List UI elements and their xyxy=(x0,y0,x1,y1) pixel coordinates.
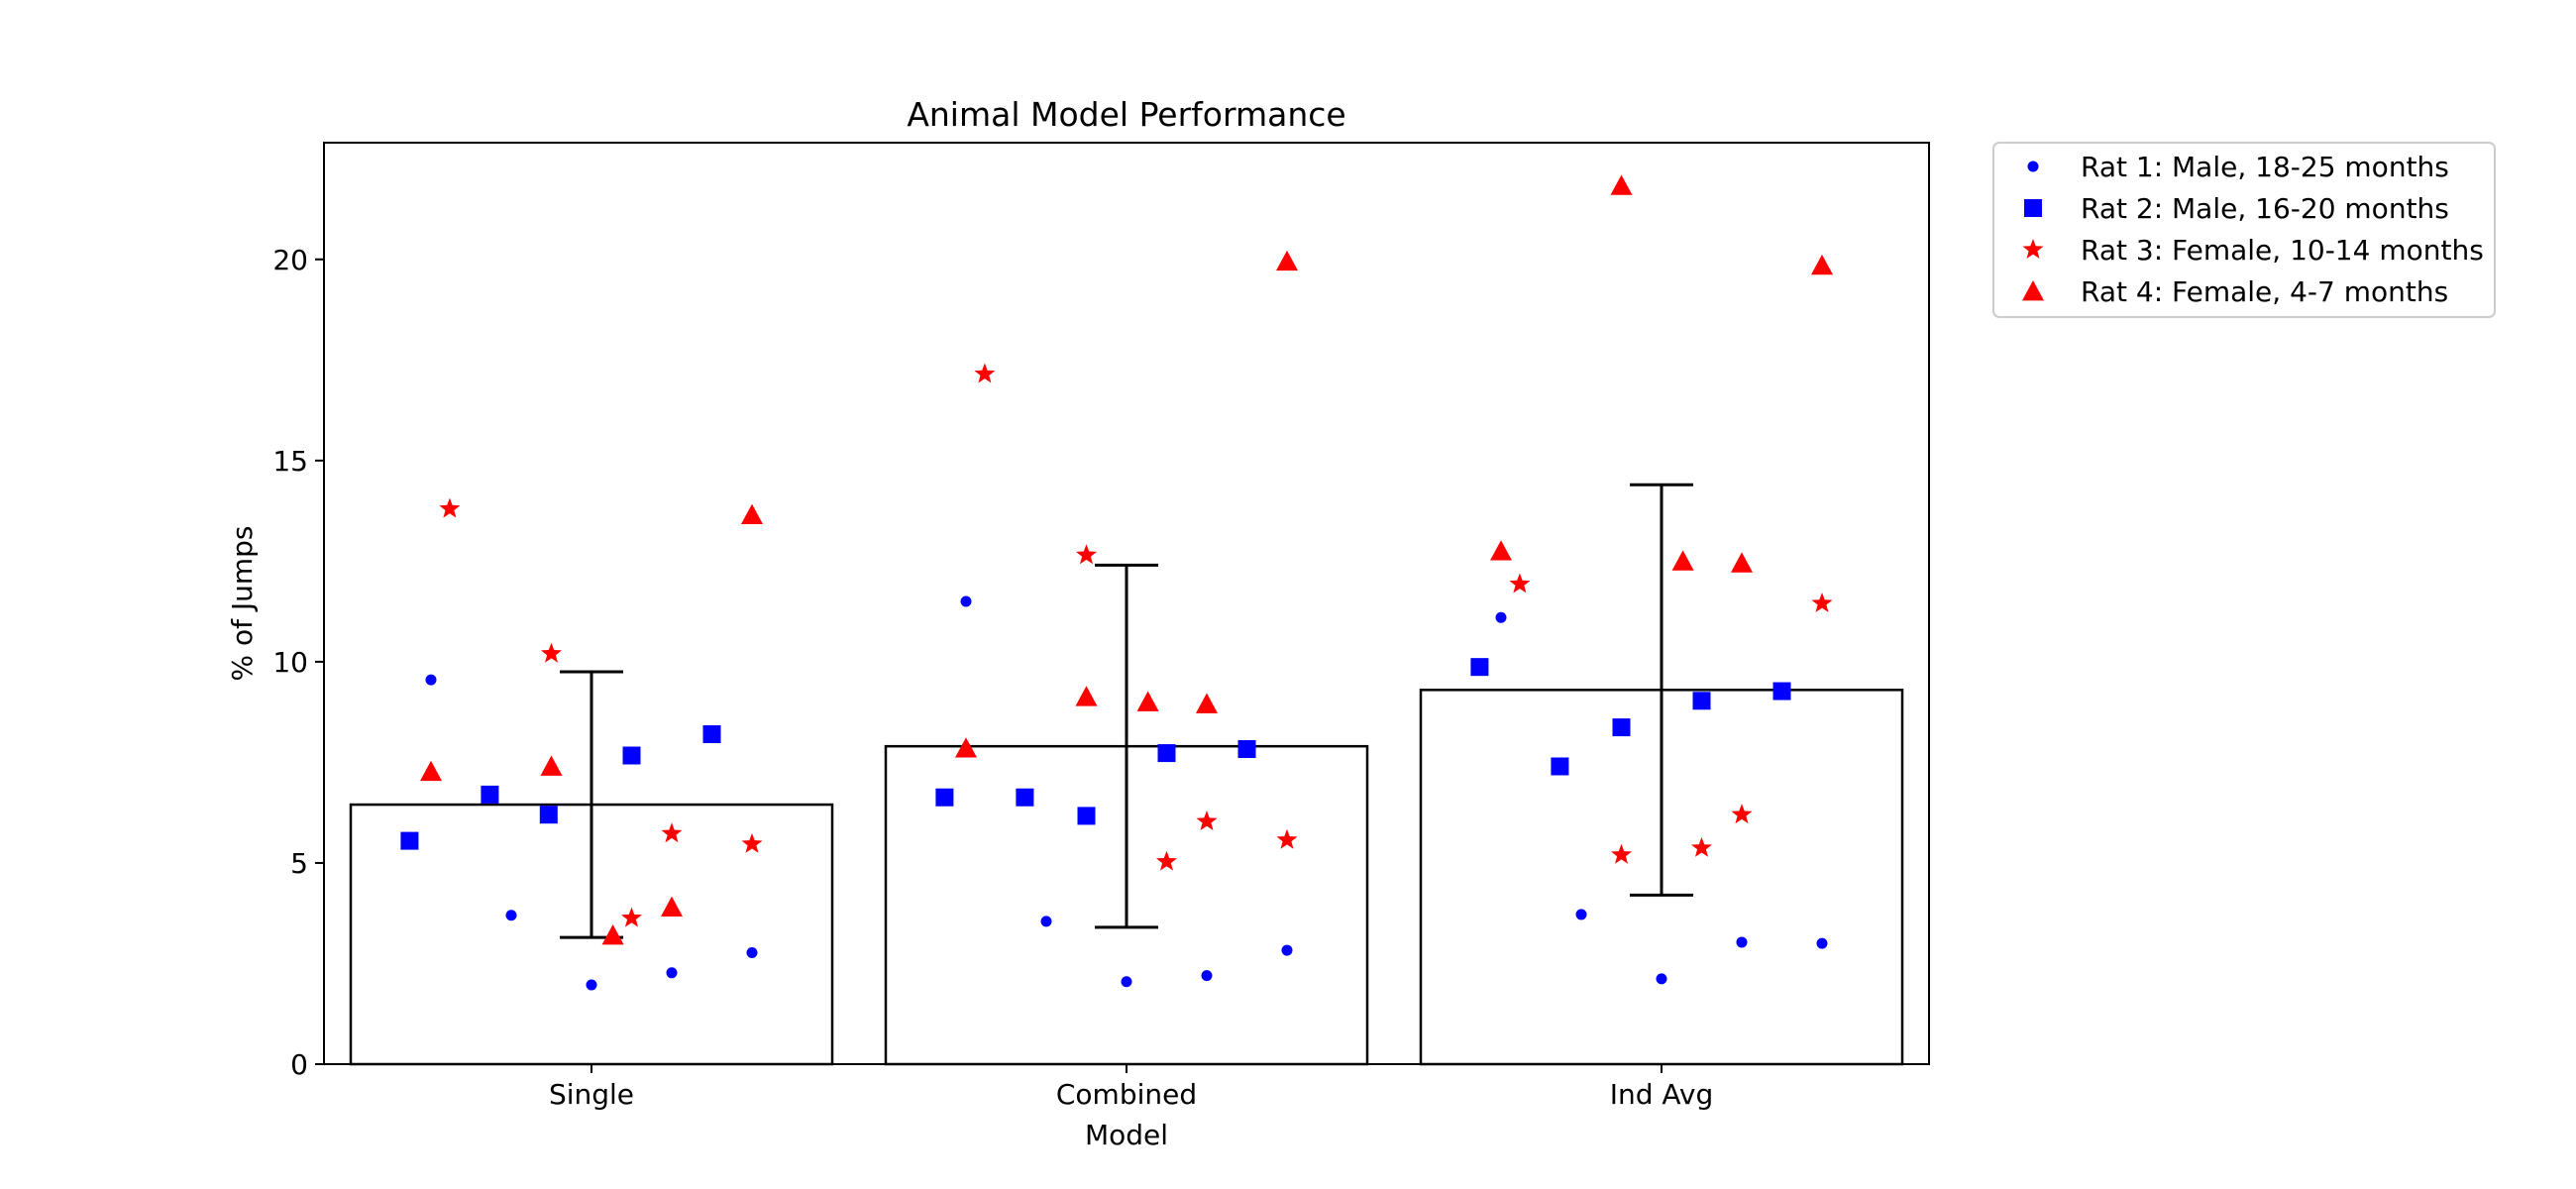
data-point xyxy=(1671,550,1694,571)
data-point xyxy=(1121,976,1132,988)
data-point xyxy=(1196,811,1218,830)
data-point xyxy=(746,947,758,959)
x-tick-label: Ind Avg xyxy=(1610,1078,1714,1111)
data-point xyxy=(586,979,597,991)
data-point xyxy=(621,907,642,927)
legend-entry: Rat 1: Male, 18-25 months xyxy=(2027,151,2449,183)
data-point xyxy=(541,642,562,663)
legend: Rat 1: Male, 18-25 months Rat 2: Male, 16… xyxy=(1992,142,2496,318)
data-point xyxy=(1736,936,1748,948)
data-point xyxy=(1490,540,1512,561)
data-point xyxy=(666,967,678,979)
y-tick-label: 15 xyxy=(272,445,308,478)
data-point xyxy=(960,595,972,607)
legend-marker xyxy=(2027,161,2039,172)
data-point xyxy=(1201,970,1213,982)
legend-frame xyxy=(1992,142,2496,318)
chart-title: Animal Model Performance xyxy=(907,95,1345,134)
legend-entry: Rat 3: Female, 10-14 months xyxy=(2022,234,2484,267)
data-point xyxy=(1495,611,1507,623)
data-point xyxy=(1040,916,1052,927)
series-1 xyxy=(425,595,1828,991)
data-point xyxy=(1276,250,1298,271)
data-point xyxy=(540,755,563,776)
data-point xyxy=(741,832,763,853)
legend-entry: Rat 2: Male, 16-20 months xyxy=(2024,192,2449,225)
data-point xyxy=(974,363,996,383)
data-point xyxy=(1276,828,1298,849)
data-point xyxy=(661,822,683,843)
data-point xyxy=(505,910,517,921)
legend-marker xyxy=(2022,280,2044,301)
data-point xyxy=(1075,686,1098,706)
x-axis-label: Model xyxy=(1085,1119,1168,1151)
legend-label: Rat 3: Female, 10-14 months xyxy=(2081,234,2484,267)
data-point xyxy=(1610,174,1633,195)
series-3 xyxy=(439,363,1833,927)
data-point xyxy=(1281,944,1293,956)
data-point xyxy=(955,737,977,758)
data-point xyxy=(1611,843,1632,864)
data-point xyxy=(1551,757,1569,776)
data-point xyxy=(1811,593,1833,612)
y-tick-label: 10 xyxy=(272,646,308,679)
data-point xyxy=(420,760,442,782)
data-point xyxy=(1656,973,1667,985)
error-bar xyxy=(1095,563,1158,929)
series-2 xyxy=(400,658,1791,850)
error-bar xyxy=(1630,483,1693,897)
data-point xyxy=(539,806,558,824)
series-4 xyxy=(420,174,1833,945)
data-point xyxy=(622,746,641,765)
data-point xyxy=(1692,692,1711,710)
y-tick-label: 20 xyxy=(272,244,308,276)
data-point xyxy=(1816,937,1828,949)
data-point xyxy=(601,924,624,945)
legend-entry: Rat 4: Female, 4-7 months xyxy=(2022,275,2448,308)
legend-label: Rat 1: Male, 18-25 months xyxy=(2081,151,2449,183)
data-point xyxy=(1731,552,1753,573)
data-point xyxy=(1811,254,1833,275)
data-point xyxy=(1772,682,1791,701)
data-point xyxy=(935,788,954,807)
data-point xyxy=(1731,804,1753,824)
legend-label: Rat 4: Female, 4-7 months xyxy=(2081,275,2448,308)
data-point xyxy=(1156,850,1177,871)
data-point xyxy=(481,785,499,804)
y-tick-label: 0 xyxy=(290,1048,308,1081)
data-point xyxy=(1691,836,1712,857)
data-point xyxy=(1136,691,1159,711)
x-tick-label: Single xyxy=(549,1078,634,1111)
data-point xyxy=(1016,788,1034,807)
data-point xyxy=(1157,744,1176,763)
data-point xyxy=(661,896,683,917)
data-point xyxy=(1237,740,1256,759)
data-point xyxy=(702,724,721,743)
legend-marker xyxy=(2022,239,2044,259)
data-point xyxy=(1077,807,1096,825)
data-point xyxy=(400,831,419,850)
data-point xyxy=(425,674,437,686)
data-point xyxy=(741,503,763,525)
legend-marker xyxy=(2024,199,2042,217)
data-point xyxy=(1612,718,1631,737)
legend-label: Rat 2: Male, 16-20 months xyxy=(2081,192,2449,225)
data-point xyxy=(1509,573,1531,594)
data-point xyxy=(1196,693,1218,713)
y-tick-label: 5 xyxy=(290,847,308,880)
data-point xyxy=(1076,544,1097,565)
data-point xyxy=(1575,909,1587,920)
data-point xyxy=(439,497,461,518)
data-point xyxy=(1470,658,1489,677)
y-axis-label: % of Jumps xyxy=(226,525,259,681)
x-tick-label: Combined xyxy=(1056,1078,1197,1111)
